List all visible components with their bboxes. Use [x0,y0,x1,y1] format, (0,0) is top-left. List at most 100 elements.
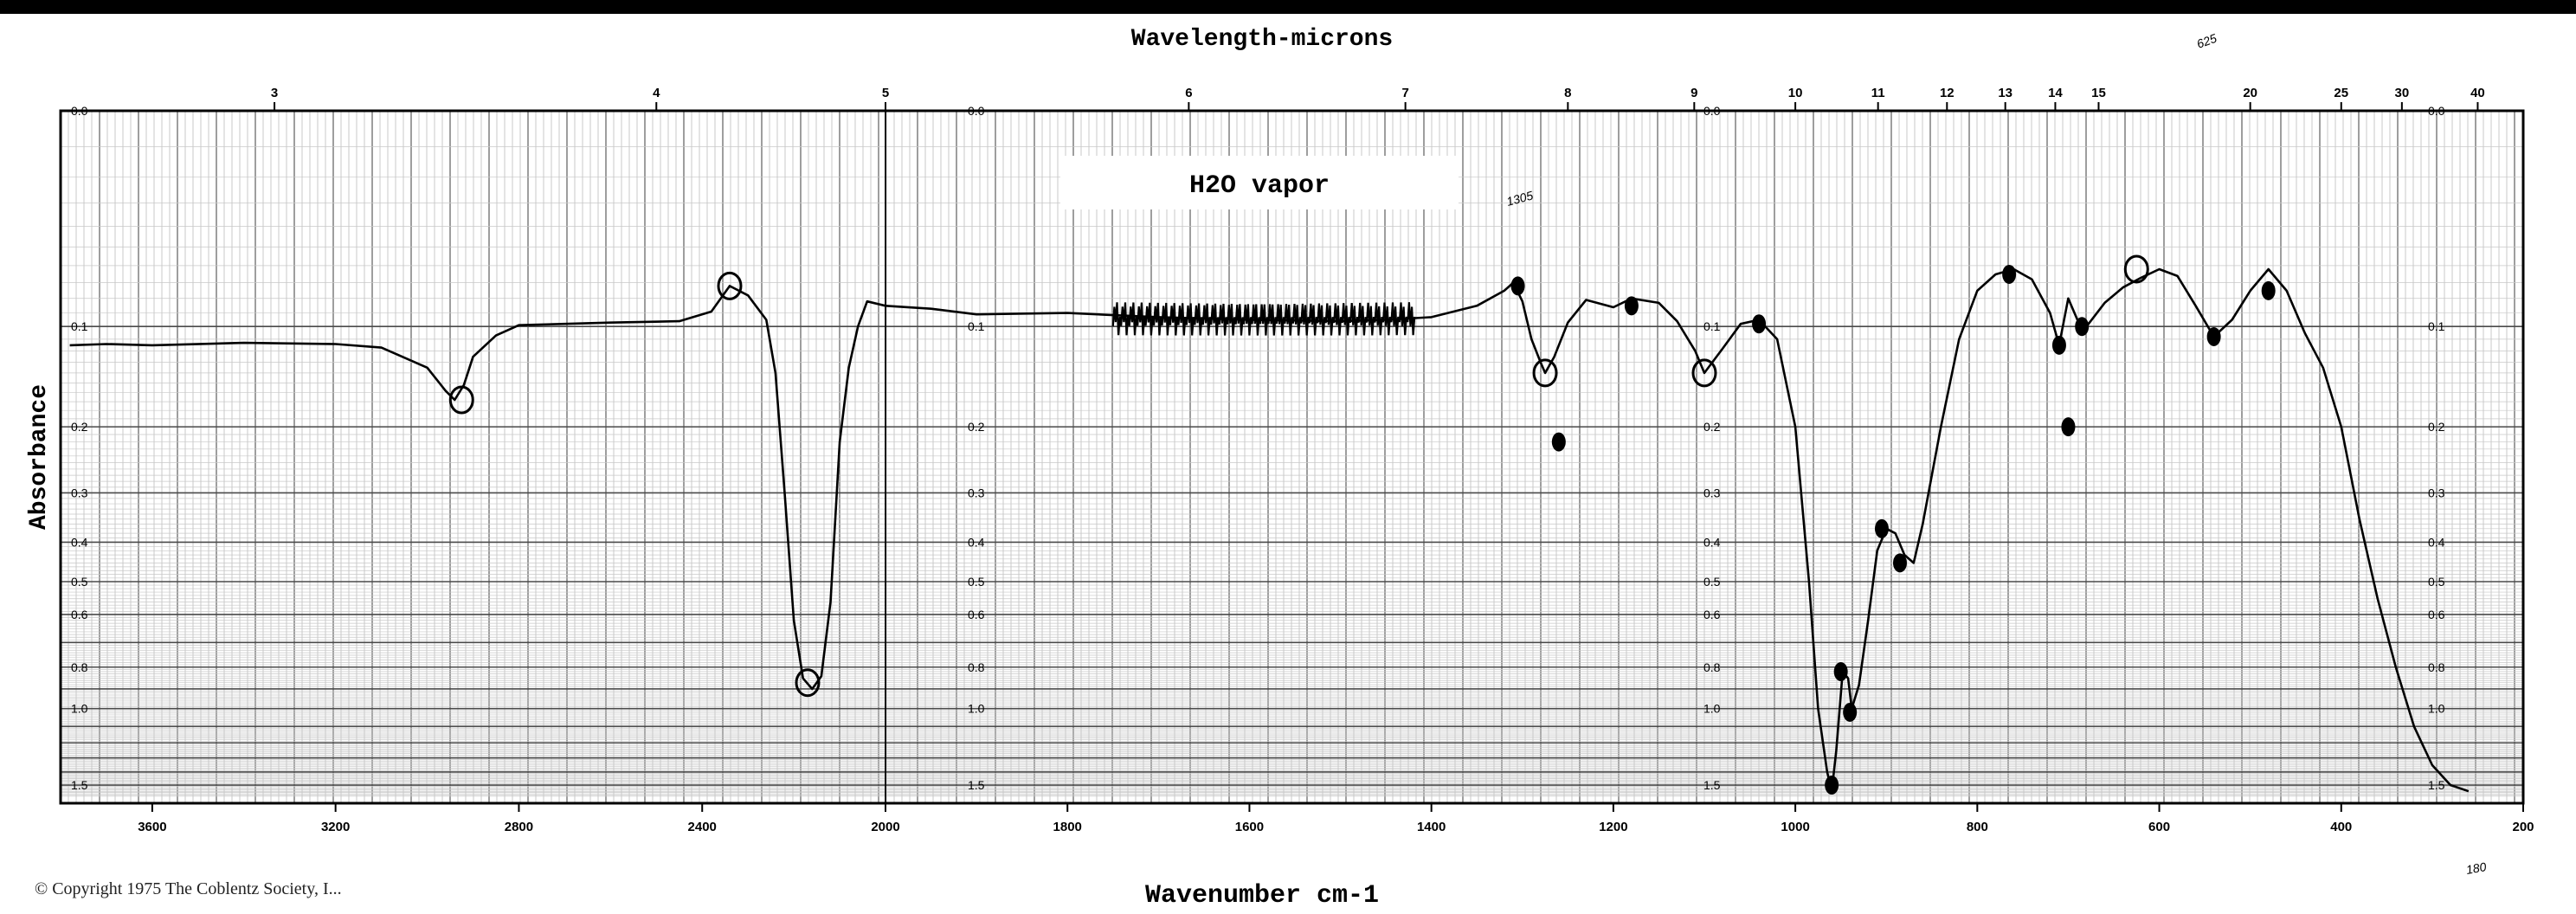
x-tick-label: 1400 [1417,820,1446,834]
peak-marker-dot [1624,296,1639,316]
y-tick-label: 0.8 [1703,660,1721,674]
plot-frame [59,109,2525,805]
top-tick-label: 25 [2334,86,2348,100]
top-tick-label: 8 [1564,86,1571,100]
top-tick-label: 11 [1871,86,1885,100]
peak-marker-circle [448,385,474,415]
top-axis-title: Wavelength-microns [1131,26,1393,53]
scan-border [0,0,2576,14]
y-tick-label: 0.4 [71,535,88,549]
peak-marker-dot [1833,662,1848,682]
peak-marker-circle [1691,358,1717,388]
peak-marker-dot [2051,335,2066,355]
y-tick-label: 1.0 [71,702,88,716]
top-tick-label: 13 [1998,86,2012,100]
y-tick-label: 0.5 [71,575,88,589]
y-tick-label: 0.1 [71,319,88,333]
x-tick-label: 3600 [138,820,166,834]
peak-marker-dot [2206,327,2221,347]
peak-marker-dot [2002,264,2017,284]
y-tick-label: 1.5 [2428,778,2445,792]
x-tick-label: 3200 [321,820,350,834]
y-tick-label: 1.0 [2428,702,2445,716]
peak-marker-circle [795,668,821,698]
y-tick-label: 0.8 [968,660,985,674]
y-tick-label: 0.8 [71,660,88,674]
peak-marker-dot [1510,276,1525,296]
y-tick-label: 0.2 [2428,420,2445,434]
spectrum-line [69,267,2470,793]
x-tick-label: 1200 [1599,820,1627,834]
top-tick-label: 20 [2243,86,2257,100]
y-tick-label: 0.1 [968,319,985,333]
y-tick-label: 0.2 [71,420,88,434]
x-tick-label: 600 [2148,820,2170,834]
y-tick-label: 0.4 [1703,535,1721,549]
top-tick-label: 10 [1788,86,1803,100]
y-tick-label: 0.6 [2428,608,2445,621]
y-tick-label: 0.2 [1703,420,1721,434]
top-tick-label: 9 [1690,86,1697,100]
y-tick-label: 0.0 [2428,104,2445,118]
peak-marker-dot [2075,317,2090,337]
x-tick-label: 2000 [871,820,899,834]
top-tick-label: 14 [2048,86,2063,100]
y-tick-label: 0.2 [968,420,985,434]
x-tick-label: 2400 [688,820,717,834]
handwritten-note-1305: 1305 [1505,188,1535,209]
peak-marker-circle [717,271,743,300]
y-tick-label: 1.0 [1703,702,1721,716]
y-tick-label: 0.5 [968,575,985,589]
top-tick-label: 7 [1401,86,1408,100]
top-tick-label: 15 [2091,86,2106,100]
top-tick-label: 40 [2470,86,2485,100]
top-tick-label: 5 [882,86,889,100]
y-tick-label: 0.1 [2428,319,2445,333]
y-tick-label: 1.5 [71,778,88,792]
x-ticks: 3600 3200 2800 2400 2000 1800 1600 1400 1200 1000… [138,803,2534,834]
plot-border [59,109,2525,805]
y-ticks-right: 0.0 0.1 0.2 0.3 0.4 0.5 0.6 0.8 1.0 1.5 [2428,104,2445,792]
y-tick-label: 0.0 [968,104,985,118]
peak-marker-dot [1551,432,1566,452]
y-ticks-mid-2: 0.0 0.1 0.2 0.3 0.4 0.5 0.6 0.8 1.0 1.5 [1703,104,1721,792]
peak-marker-dot [1752,314,1767,334]
peak-marker-dot [1825,776,1839,795]
x-tick-label: 200 [2512,820,2534,834]
top-tick-label: 30 [2395,86,2410,100]
y-tick-label: 0.1 [1703,319,1721,333]
peak-marker-dot [1874,518,1889,538]
water-vapor-noise [1111,302,1416,336]
handwritten-note-625: 625 [2195,31,2219,51]
x-tick-label: 2800 [505,820,533,834]
y-tick-label: 1.5 [1703,778,1721,792]
top-tick-label: 3 [271,86,278,100]
y-tick-label: 0.5 [1703,575,1721,589]
top-ticks: 3 4 5 6 7 8 9 10 11 12 13 14 15 20 25 30 40 [271,86,2485,111]
y-tick-label: 0.6 [71,608,88,621]
y-tick-label: 0.6 [968,608,985,621]
y-tick-label: 0.4 [2428,535,2445,549]
y-tick-label: 0.3 [2428,486,2445,499]
top-tick-label: 4 [653,86,660,100]
y-axis-title: Absorbance [26,384,53,530]
y-ticks-mid-1: 0.0 0.1 0.2 0.3 0.4 0.5 0.6 0.8 1.0 1.5 [968,104,985,792]
peak-marker-dot [2261,280,2276,300]
peak-marker-dot [2061,417,2076,437]
annotation-label: H2O vapor [1189,171,1330,201]
top-tick-label: 6 [1185,86,1192,100]
top-tick-label: 12 [1940,86,1955,100]
y-tick-label: 0.3 [71,486,88,499]
handwritten-note-180: 180 [2465,859,2488,877]
copyright-text: © Copyright 1975 The Coblentz Society, I… [35,879,342,898]
y-tick-label: 0.0 [1703,104,1721,118]
x-tick-label: 1800 [1053,820,1082,834]
y-tick-label: 1.0 [968,702,985,716]
x-tick-label: 800 [1967,820,1988,834]
chart-grid [60,110,2523,803]
y-tick-label: 0.6 [1703,608,1721,621]
y-tick-label: 0.0 [71,104,88,118]
x-tick-label: 1600 [1235,820,1264,834]
